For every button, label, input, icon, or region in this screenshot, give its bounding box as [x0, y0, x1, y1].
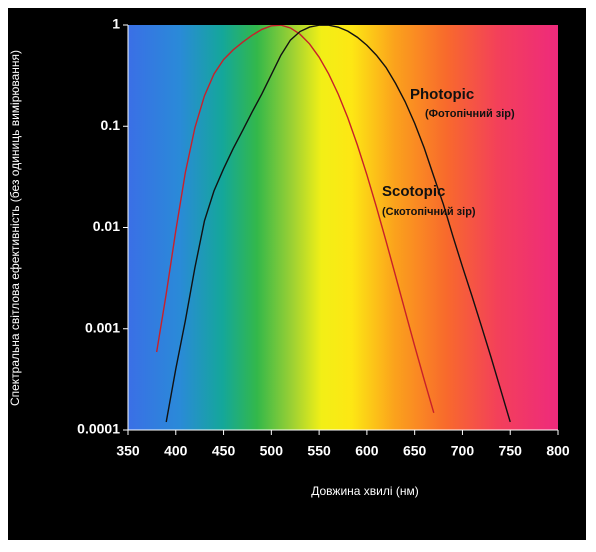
- series-line: [165, 25, 511, 423]
- y-tick-label: 0.01: [93, 218, 120, 234]
- plot-area: [128, 25, 558, 430]
- annotation: Scotopic: [382, 183, 445, 200]
- x-axis-label: Довжина хвилі (нм): [311, 484, 419, 498]
- annotation: (Фотопічний зір): [425, 108, 515, 120]
- x-tick-label: 750: [499, 443, 523, 459]
- x-tick-label: 550: [307, 443, 331, 459]
- x-tick-label: 600: [355, 443, 379, 459]
- y-tick-label: 0.0001: [77, 421, 120, 437]
- x-tick-label: 650: [403, 443, 427, 459]
- x-tick-label: 400: [164, 443, 188, 459]
- x-tick-label: 350: [116, 443, 140, 459]
- x-tick-label: 450: [212, 443, 236, 459]
- x-tick-label: 500: [260, 443, 284, 459]
- y-tick-label: 0.1: [101, 117, 121, 133]
- x-tick-label: 700: [451, 443, 475, 459]
- y-tick-label: 1: [112, 16, 120, 32]
- annotation: Photopic: [410, 86, 474, 103]
- series-line: [155, 25, 435, 413]
- y-tick-label: 0.001: [85, 319, 120, 335]
- curves: [155, 25, 511, 423]
- annotation: (Скотопічний зір): [382, 206, 476, 218]
- x-tick-label: 800: [546, 443, 570, 459]
- y-axis-label: Спектральна світлова ефективність (без о…: [8, 50, 22, 406]
